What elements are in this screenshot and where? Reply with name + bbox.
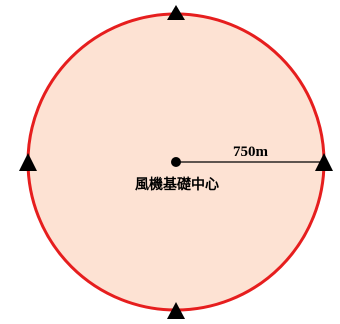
top-marker-icon <box>167 5 185 20</box>
radius-label: 750m <box>233 144 269 160</box>
center-point <box>171 157 181 167</box>
left-marker-icon <box>19 153 37 171</box>
center-label: 風機基礎中心 <box>135 176 219 193</box>
bottom-marker-icon <box>167 302 185 319</box>
right-marker-icon <box>315 153 333 171</box>
